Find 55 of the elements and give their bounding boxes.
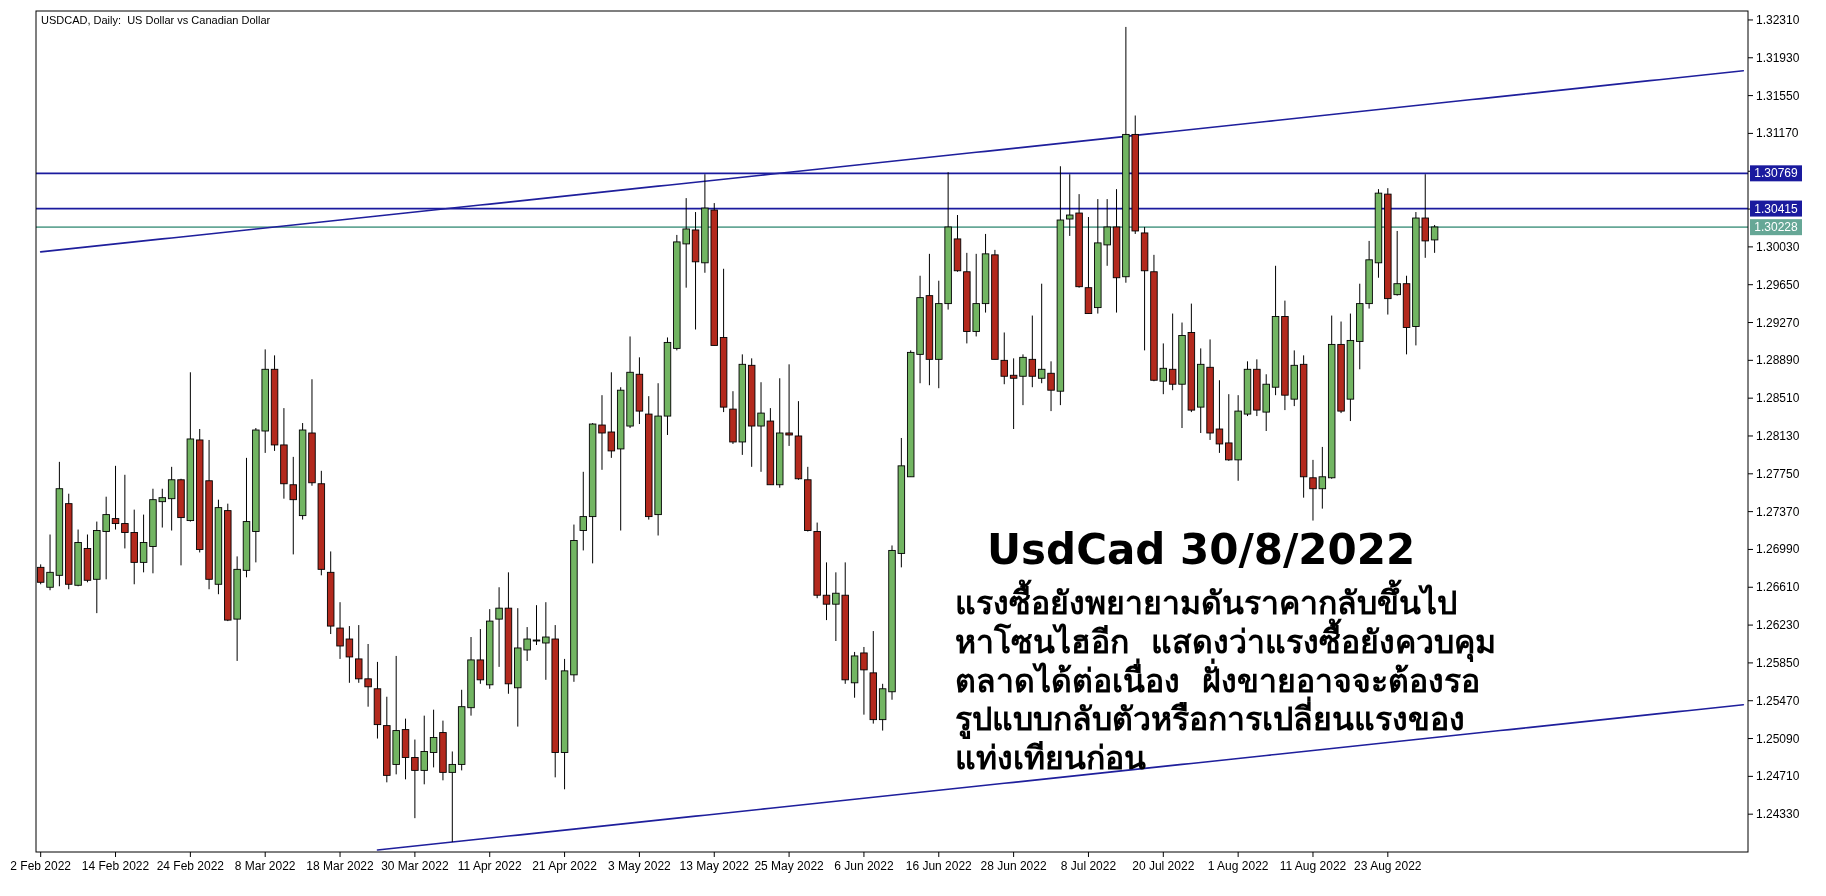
candlestick (532, 604, 541, 646)
y-tick-label: 1.31170 (1756, 126, 1799, 141)
y-tick-label: 1.28130 (1756, 428, 1800, 443)
candlestick (1215, 379, 1224, 454)
ref-line-label: 1.30228 (1754, 220, 1799, 235)
x-tick-label: 25 May 2022 (754, 859, 825, 873)
candlestick (495, 586, 503, 668)
x-tick-label: 6 Jun 2022 (834, 859, 894, 873)
x-tick-label: 8 Mar 2022 (234, 859, 296, 873)
x-tick-label: 24 Feb 2022 (156, 859, 225, 873)
x-tick-label: 8 Jul 2022 (1060, 859, 1117, 873)
y-tick-label: 1.31550 (1756, 88, 1800, 103)
x-tick-label: 14 Feb 2022 (81, 859, 150, 873)
y-tick-label: 1.30030 (1756, 239, 1800, 254)
y-tick-label: 1.27750 (1756, 466, 1800, 481)
ref-line-label: 1.30769 (1754, 166, 1799, 181)
ref-line-label: 1.30415 (1754, 201, 1799, 216)
x-tick-label: 16 Jun 2022 (905, 859, 973, 873)
y-tick-label: 1.25850 (1756, 655, 1800, 670)
line-series (39, 69, 1745, 253)
x-tick-label: 13 May 2022 (679, 859, 750, 873)
candlestick (1430, 224, 1439, 254)
y-tick-label: 1.31930 (1756, 50, 1800, 65)
x-tick-label: 20 Jul 2022 (1132, 859, 1195, 873)
x-tick-label: 1 Aug 2022 (1207, 859, 1269, 873)
y-tick-label: 1.26230 (1756, 618, 1800, 633)
x-tick-label: 18 Mar 2022 (306, 859, 375, 873)
y-tick-label: 1.24710 (1756, 769, 1800, 784)
y-tick-label: 1.25090 (1756, 731, 1800, 746)
x-tick-label: 23 Aug 2022 (1354, 859, 1422, 873)
x-tick-label: 30 Mar 2022 (381, 859, 449, 873)
x-tick-label: 21 Apr 2022 (532, 859, 598, 873)
candlestick (111, 465, 120, 531)
y-tick-label: 1.32310 (1756, 12, 1800, 27)
y-tick-label: 1.27370 (1756, 504, 1800, 519)
candlestick (289, 456, 297, 555)
candlestick (822, 561, 831, 621)
x-tick-label: 11 Apr 2022 (457, 859, 522, 873)
annotation: UsdCad 30/8/2022 (987, 525, 1416, 574)
annotation: แรงซื้อยังพยายามดันราคากลับขึ้นไป หาโซนไฮอีก แสดงว่าแรงซื้อยังควบคุม ตลาดได้ต่อเนื่อง ฝั่งขายอาจจะต้องรอ รูปแบบกลับตัวหรือการเปลี่ยนแรงของ แท่งเทียนก่อน (955, 579, 1497, 778)
candlestick (579, 471, 587, 551)
x-tick-label: 3 May 2022 (608, 859, 672, 873)
y-tick-label: 1.28890 (1756, 353, 1800, 368)
candlestick (1000, 331, 1008, 385)
y-tick-label: 1.26990 (1756, 542, 1800, 557)
y-tick-label: 1.29270 (1756, 315, 1800, 330)
chart-title: USDCAD, Daily: US Dollar vs Canadian Dollar (41, 14, 271, 26)
y-tick-label: 1.25470 (1756, 693, 1800, 708)
x-tick-label: 28 Jun 2022 (980, 859, 1047, 873)
y-tick-label: 1.29650 (1756, 277, 1800, 292)
y-tick-label: 1.28510 (1756, 391, 1800, 406)
y-tick-label: 1.24330 (1756, 807, 1800, 822)
y-tick-label: 1.26610 (1756, 580, 1800, 595)
x-tick-label: 2 Feb 2022 (10, 859, 72, 873)
x-tick-label: 11 Aug 2022 (1279, 859, 1347, 873)
